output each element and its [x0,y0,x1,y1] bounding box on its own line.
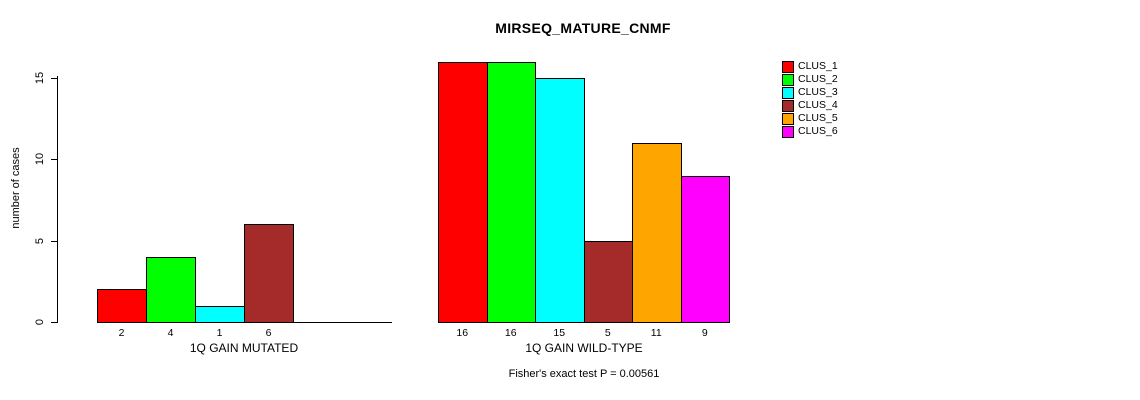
x-axis-label-wild-type: 1Q GAIN WILD-TYPE [525,341,643,355]
y-tick-label: 10 [34,153,46,166]
legend-label: CLUS_3 [798,86,838,98]
bar-clus_6-group2 [680,175,730,323]
legend-item-clus_2: CLUS_2 [782,73,838,86]
bar-value-label: 2 [118,327,125,339]
bar-clus_4-group2 [583,240,633,323]
legend-swatch-icon [782,60,794,73]
legend-item-clus_1: CLUS_1 [782,60,838,73]
legend-swatch-icon [782,99,794,112]
bar-clus_1-group1 [97,289,147,323]
bar-value-label: 9 [701,327,708,339]
bar-value-label: 5 [604,327,611,339]
bar-value-label: 11 [650,327,662,339]
legend-label: CLUS_5 [798,112,838,124]
legend-item-clus_4: CLUS_4 [782,99,838,112]
y-tick-label: 5 [34,237,46,244]
chart-title: MIRSEQ_MATURE_CNMF [495,20,671,36]
legend-label: CLUS_6 [798,125,838,137]
bar-clus_5-group2 [632,143,682,323]
legend-item-clus_5: CLUS_5 [782,112,838,125]
bar-value-label: 16 [456,327,469,339]
bar-value-label: 15 [553,327,566,339]
bar-clus_3-group1 [195,305,245,323]
bar-clus_2-group2 [486,61,536,323]
y-axis-tick [51,159,58,161]
bar-value-label: 4 [167,327,174,339]
footnote: Fisher's exact test P = 0.00561 [508,368,660,380]
x-axis-label-mutated: 1Q GAIN MUTATED [189,341,299,355]
y-tick-label: 0 [34,318,46,326]
bar-clus_1-group2 [438,61,488,323]
legend-item-clus_6: CLUS_6 [782,125,838,138]
legend-swatch-icon [782,86,794,99]
y-axis-line [57,75,58,323]
y-axis-label: number of cases [10,147,22,229]
bar-value-label: 16 [504,327,517,339]
y-axis-tick [51,77,58,79]
y-axis-tick [51,240,58,242]
legend-label: CLUS_4 [798,99,838,111]
bar-value-label: 1 [216,327,223,339]
legend-swatch-icon [782,73,794,86]
legend-item-clus_3: CLUS_3 [782,86,838,99]
bar-clus_2-group1 [146,256,196,323]
legend-label: CLUS_2 [798,73,838,85]
y-axis-tick [51,322,58,323]
bar-clus_4-group1 [244,224,294,323]
y-tick-label: 15 [34,71,46,85]
legend-swatch-icon [782,125,794,138]
bar-value-label: 6 [265,327,272,339]
legend-label: CLUS_1 [798,60,838,72]
bar-clus_3-group2 [535,77,585,323]
legend-swatch-icon [782,112,794,125]
legend: CLUS_1 CLUS_2 CLUS_3 CLUS_4 CLUS_5 CLUS_6 [782,60,838,138]
